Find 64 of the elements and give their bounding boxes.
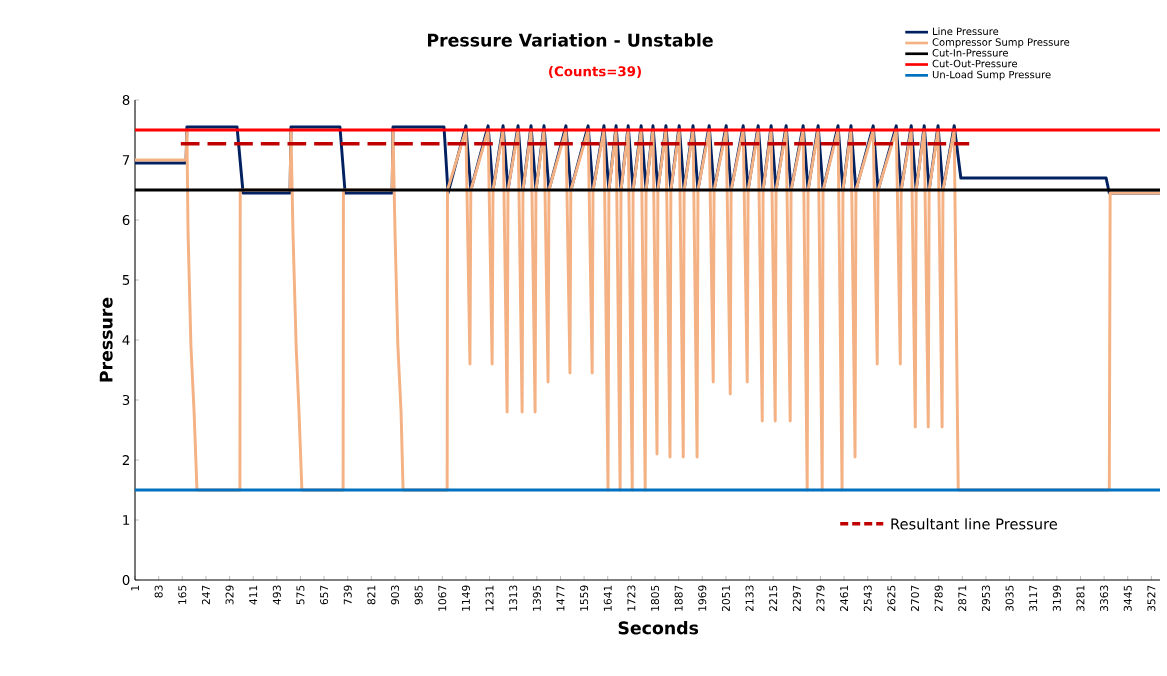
x-tick-label: 1723: [627, 585, 636, 611]
line-series: [133, 128, 1162, 492]
y-tick-label: 6: [122, 214, 130, 226]
x-tick-label: 2707: [910, 585, 920, 612]
x-tick-label: 657: [320, 585, 329, 605]
x-tick-label: 1: [131, 585, 139, 591]
y-tick-label: 8: [122, 94, 130, 106]
legend-label: Cut-Out-Pressure: [932, 59, 1018, 68]
x-tick-label: 1641: [603, 585, 612, 611]
x-tick-label: 1149: [461, 585, 470, 611]
x-tick-label: 739: [343, 585, 352, 605]
x-tick-label: 2461: [840, 585, 849, 612]
x-tick-label: 2953: [981, 585, 990, 612]
x-tick-label: 1887: [674, 585, 683, 611]
x-tick-label: 985: [414, 585, 423, 605]
x-tick-label: 2133: [745, 585, 754, 612]
x-tick-label: 575: [296, 585, 305, 605]
chart-subtitle: (Counts=39): [549, 66, 641, 78]
x-tick-label: 2625: [887, 585, 896, 612]
x-tick-label: 2051: [721, 585, 730, 612]
y-tick-label: 4: [122, 335, 130, 345]
x-tick-label: 247: [201, 585, 210, 605]
x-tick-label: 83: [154, 585, 163, 598]
x-tick-label: 1313: [509, 585, 518, 611]
x-tick-label: 165: [178, 585, 187, 604]
x-tick-label: 3199: [1052, 585, 1061, 612]
x-tick-label: 2789: [934, 585, 943, 612]
x-tick-label: 2379: [816, 585, 825, 612]
x-tick-label: 1805: [650, 585, 660, 611]
legend-label: Compressor Sump Pressure: [932, 38, 1070, 48]
x-tick-label: 493: [272, 585, 281, 605]
chart-title: Pressure Variation - Unstable: [427, 33, 713, 47]
x-tick-label: 903: [390, 585, 400, 605]
legend-label: Resultant line Pressure: [891, 518, 1058, 530]
x-tick-label: 2215: [769, 585, 778, 612]
x-tick-label: 2871: [958, 585, 967, 612]
x-tick-label: 1477: [556, 585, 565, 611]
x-tick-label: 2297: [792, 585, 801, 612]
y-tick-label: 3: [122, 394, 130, 406]
legend-label: Line Pressure: [933, 27, 999, 36]
x-tick-label: 329: [225, 585, 234, 605]
y-tick-label: 5: [122, 275, 130, 285]
x-tick-label: 1559: [580, 585, 589, 611]
y-tick-label: 2: [122, 455, 129, 465]
x-tick-label: 3363: [1100, 585, 1109, 612]
x-tick-label: 3035: [1005, 585, 1014, 612]
x-tick-label: 1395: [532, 585, 541, 611]
y-tick-label: 1: [123, 515, 130, 525]
y-tick-label: 7: [122, 155, 130, 165]
y-tick-label: 0: [122, 574, 130, 586]
x-tick-label: 2543: [863, 585, 872, 612]
y-axis-title: Pressure: [99, 297, 113, 382]
x-tick-label: 1067: [438, 585, 447, 611]
x-tick-label: 3281: [1076, 585, 1085, 612]
legend-label: Un-Load Sump Pressure: [932, 70, 1051, 81]
legend-label: Cut-In-Pressure: [932, 49, 1008, 57]
x-tick-label: 411: [249, 585, 258, 605]
x-axis-title: Seconds: [618, 621, 699, 635]
x-tick-label: 3117: [1029, 585, 1038, 612]
x-tick-label: 3445: [1123, 585, 1132, 612]
x-tick-label: 3527: [1147, 585, 1156, 612]
x-tick-label: 1969: [698, 585, 707, 611]
x-tick-label: 1231: [485, 585, 494, 611]
x-tick-label: 821: [367, 585, 376, 605]
